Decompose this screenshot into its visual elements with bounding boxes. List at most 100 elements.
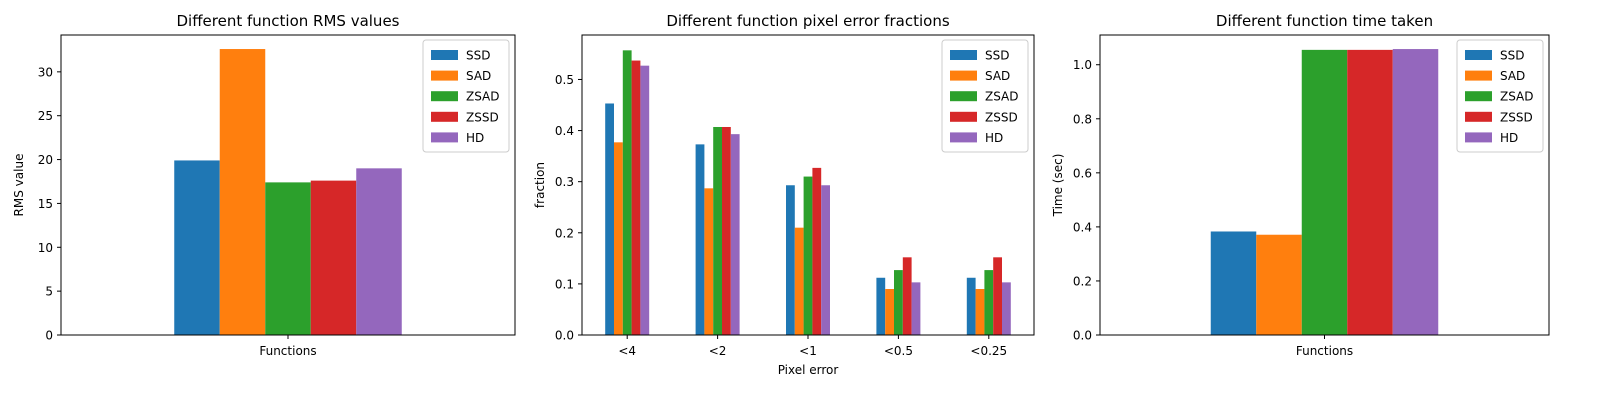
legend-label-hd: HD (466, 131, 484, 145)
bar-sad-4 (975, 289, 985, 335)
y-tick-label: 0.6 (1073, 166, 1092, 180)
x-tick-label: Functions (259, 344, 316, 358)
bar-ssd-4 (966, 277, 976, 335)
chart-3: Different function time taken 0.0 0.2 0.4 0.… (1051, 12, 1550, 358)
legend-label-sad: SAD (985, 69, 1010, 83)
legend-swatch-zsad (950, 91, 977, 102)
bar-ssd (174, 160, 220, 335)
legend-box (941, 39, 1029, 153)
bar-sad-1 (704, 188, 714, 335)
y-tick-label: 0.8 (1073, 112, 1092, 126)
bar-zsad (1301, 49, 1348, 335)
x-tick-label: <0.5 (884, 344, 913, 358)
bar-zsad-3 (894, 270, 903, 335)
bar-hd-0 (640, 65, 650, 335)
legend-label-hd: HD (985, 131, 1003, 145)
legend-label-zsad: ZSAD (1500, 90, 1534, 104)
bar-sad (219, 49, 266, 335)
bar-zsad-4 (984, 270, 994, 335)
y-tick-label: 10 (38, 241, 53, 255)
legend-label-zssd: ZSSD (1500, 110, 1533, 124)
chart-1: Different function RMS values 0 5 10 15 20 25 3… (12, 12, 516, 358)
y-tick-label: 5 (45, 285, 53, 299)
legend: SSD SAD ZSAD ZSSD HD (941, 39, 1029, 153)
legend-swatch-ssd (950, 50, 977, 60)
legend-label-zssd: ZSSD (466, 110, 499, 124)
y-tick-label: 0.1 (555, 277, 574, 291)
bar-zsad-1 (713, 126, 722, 335)
y-tick-label: 0.2 (1073, 274, 1092, 288)
legend-box (422, 39, 510, 153)
bar-ssd (1210, 231, 1257, 335)
legend: SSD SAD ZSAD ZSSD HD (1456, 39, 1544, 153)
y-axis-label: fraction (533, 162, 547, 208)
x-tick-label: <0.25 (970, 344, 1007, 358)
x-tick-label: <2 (709, 344, 727, 358)
legend-label-sad: SAD (1500, 69, 1525, 83)
legend-swatch-zssd (1465, 111, 1492, 122)
bar-zsad-0 (622, 50, 632, 335)
legend-swatch-zsad (431, 91, 458, 102)
bar-zssd-1 (722, 126, 731, 335)
legend-swatch-hd (431, 132, 458, 143)
legend-swatch-zssd (950, 111, 977, 122)
bar-zsad (265, 182, 311, 335)
chart-title: Different function RMS values (177, 12, 400, 30)
bar-zssd (310, 180, 357, 335)
legend: SSD SAD ZSAD ZSSD HD (422, 39, 510, 153)
bar-hd-2 (821, 185, 830, 335)
x-tick-label: <4 (618, 344, 636, 358)
legend-swatch-zsad (1465, 91, 1492, 102)
legend-label-ssd: SSD (1500, 49, 1524, 63)
bar-zsad-2 (803, 176, 813, 335)
bar-hd (1392, 49, 1439, 336)
legend-label-ssd: SSD (985, 49, 1009, 63)
x-axis-label: Pixel error (778, 363, 839, 377)
bar-ssd-2 (786, 185, 795, 335)
bar-ssd-1 (695, 144, 705, 335)
legend-label-sad: SAD (466, 69, 491, 83)
legend-swatch-hd (950, 132, 977, 143)
bar-sad-0 (614, 142, 623, 335)
bar-sad (1256, 234, 1302, 335)
y-tick-label: 1.0 (1073, 58, 1092, 72)
bar-ssd-0 (605, 103, 614, 335)
legend-swatch-hd (1465, 132, 1492, 143)
bar-zssd-4 (993, 257, 1002, 335)
x-tick-label: <1 (799, 344, 817, 358)
chart-2: Different function pixel error fractions… (533, 12, 1035, 377)
legend-label-zsad: ZSAD (466, 90, 500, 104)
y-tick-label: 0.0 (1073, 329, 1092, 343)
y-tick-label: 0.4 (1073, 220, 1092, 234)
legend-label-hd: HD (1500, 131, 1518, 145)
bar-zssd (1347, 49, 1393, 335)
legend-label-zssd: ZSSD (985, 110, 1018, 124)
legend-swatch-ssd (1465, 50, 1492, 60)
bar-hd-1 (730, 134, 740, 335)
bar-ssd-3 (876, 277, 886, 335)
legend-box (1456, 39, 1544, 153)
legend-swatch-sad (431, 70, 458, 81)
y-tick-label: 0.0 (555, 329, 574, 343)
y-tick-label: 0.2 (555, 226, 574, 240)
y-tick-label: 0.4 (555, 124, 574, 138)
bar-hd (356, 168, 402, 335)
x-tick-label: Functions (1296, 344, 1353, 358)
y-axis-label: Time (sec) (1051, 154, 1065, 218)
y-tick-label: 0.5 (555, 73, 574, 87)
legend-swatch-sad (950, 70, 977, 81)
legend-label-zsad: ZSAD (985, 90, 1019, 104)
bar-sad-3 (885, 289, 894, 335)
bar-zssd-2 (812, 167, 822, 335)
y-tick-label: 20 (38, 153, 53, 167)
bar-sad-2 (794, 227, 804, 335)
legend-swatch-sad (1465, 70, 1492, 81)
bar-hd-3 (911, 282, 921, 335)
bar-zssd-0 (631, 60, 641, 336)
charts: Different function RMS values 0 5 10 15 20 25 3… (12, 12, 1550, 377)
chart-title: Different function time taken (1216, 12, 1433, 30)
bar-zssd-3 (902, 257, 912, 335)
legend-label-ssd: SSD (466, 49, 490, 63)
y-tick-label: 30 (38, 65, 53, 79)
